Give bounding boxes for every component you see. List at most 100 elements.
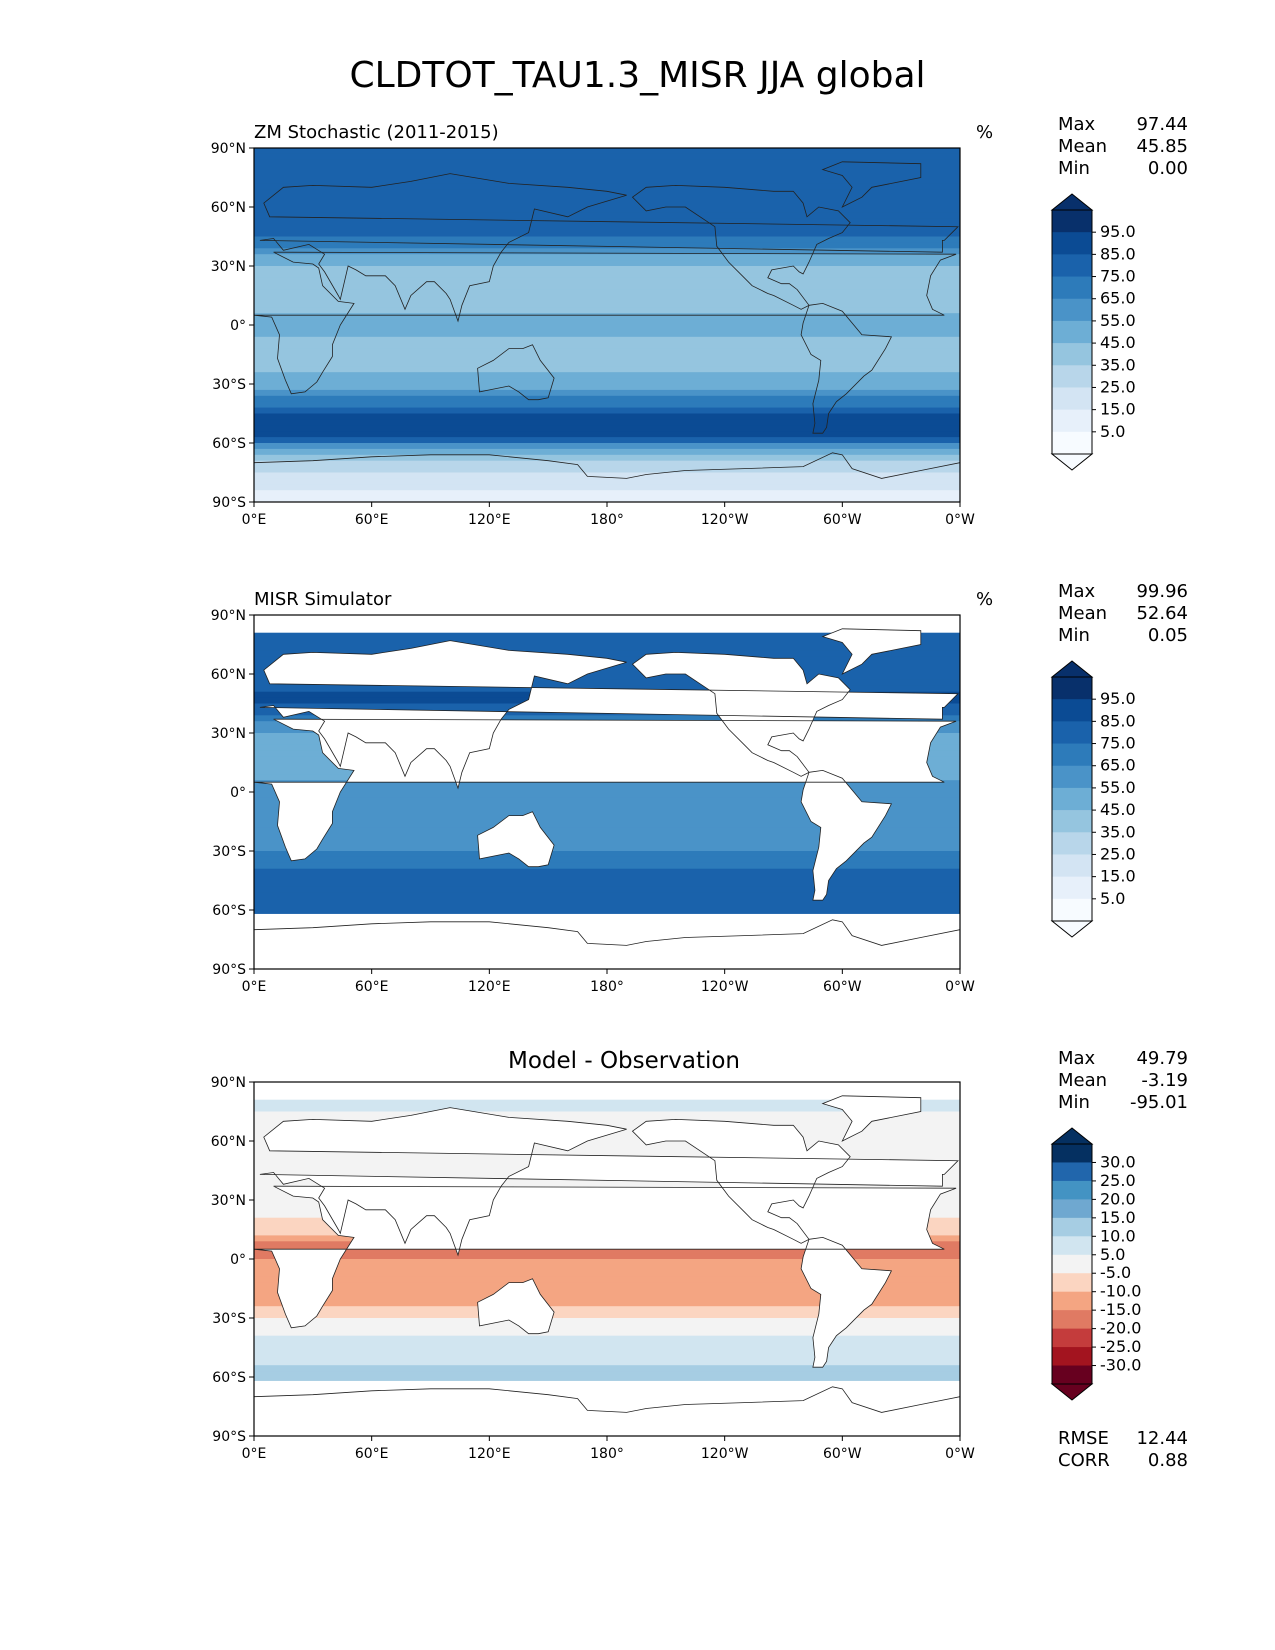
colorbar-label: 65.0 <box>1100 289 1136 308</box>
lat-tick-label: 60°N <box>211 200 246 216</box>
field-band <box>254 1306 960 1313</box>
colorbar-label: 5.0 <box>1100 422 1125 441</box>
colorbar-label: 85.0 <box>1100 244 1136 263</box>
field-band <box>254 389 960 397</box>
lon-tick-label: 60°E <box>355 979 389 995</box>
colorbar-extend-top <box>1050 193 1094 211</box>
map-plot: 90°N 60°N 30°N 0° 30°S 60°S 90°S0°E 60°E 120°E 18… <box>211 608 975 995</box>
panel-stats: Max 97.44 Mean 45.85 Min 0.00 <box>1058 114 1188 180</box>
field-band <box>254 330 960 338</box>
lon-tick-label: 60°W <box>823 1446 862 1462</box>
colorbar-label: 55.0 <box>1100 311 1136 330</box>
field-layer <box>254 148 960 502</box>
field-band <box>254 484 960 491</box>
lat-tick-label: 90°S <box>212 962 246 978</box>
field-band <box>254 644 960 651</box>
colorbar-label: 85.0 <box>1100 711 1136 730</box>
coastline <box>477 1278 555 1335</box>
colorbar-segment <box>1052 787 1092 811</box>
lat-tick-label: 30°N <box>211 1193 246 1209</box>
lat-tick-label: 90°S <box>212 1429 246 1445</box>
field-band <box>254 1135 960 1142</box>
field-band <box>254 242 960 249</box>
field-band <box>254 638 960 646</box>
field-band <box>254 898 960 905</box>
panel-difference: Model - Observation Max 49.79 Mean -3.19 M… <box>0 1048 1275 1496</box>
coastline <box>821 628 922 675</box>
colorbar-segment <box>1052 298 1092 322</box>
field-band <box>254 1329 960 1337</box>
colorbar-segment <box>1052 876 1092 900</box>
stat-value: 45.85 <box>1136 136 1188 157</box>
stat-label: Max <box>1058 1048 1096 1069</box>
field-band <box>254 425 960 432</box>
field-band <box>254 1282 960 1290</box>
colorbar-segment <box>1052 1180 1092 1200</box>
lon-tick-label: 0°W <box>945 979 975 995</box>
coastline <box>259 640 959 790</box>
field-band <box>254 260 960 267</box>
colorbar-segment <box>1052 743 1092 767</box>
colorbar-segment <box>1052 1365 1092 1385</box>
colorbar-segment <box>1052 810 1092 833</box>
lat-tick-label: 30°S <box>212 1311 246 1327</box>
lat-tick-label: 90°N <box>211 1075 246 1091</box>
stat-label: RMSE <box>1058 1428 1109 1449</box>
colorbar-label: 75.0 <box>1100 734 1136 753</box>
stat-label: CORR <box>1058 1450 1110 1471</box>
colorbar-extend-top <box>1050 1127 1094 1145</box>
lon-tick-label: 180° <box>590 1446 624 1462</box>
lon-tick-label: 60°E <box>355 512 389 528</box>
panel-stats: Max 49.79 Mean -3.19 Min -95.01 <box>1058 1048 1188 1114</box>
coastline-antarctica <box>254 452 960 479</box>
land-mask <box>259 1107 958 1256</box>
field-band <box>254 372 960 379</box>
stat-label: Mean <box>1058 136 1108 157</box>
panel-left-title: MISR Simulator <box>254 589 392 610</box>
colorbar-label: -15.0 <box>1100 1300 1141 1319</box>
stat-value: 0.00 <box>1147 158 1188 179</box>
colorbar-label: -25.0 <box>1100 1337 1141 1356</box>
coastline <box>254 1185 957 1329</box>
stat-value: 0.05 <box>1147 625 1188 646</box>
lat-tick-label: 60°S <box>212 1370 246 1386</box>
field-band <box>254 466 960 474</box>
field-band <box>254 1371 960 1378</box>
land-mask <box>632 1119 851 1244</box>
field-band <box>254 1323 960 1331</box>
colorbar-segment <box>1052 365 1092 388</box>
colorbar-segment <box>1052 1310 1092 1330</box>
land-mask <box>477 1278 555 1334</box>
field-band <box>254 1341 960 1349</box>
colorbar-label: -5.0 <box>1100 1263 1131 1282</box>
coastline <box>631 184 851 310</box>
colorbar-label: 5.0 <box>1100 889 1125 908</box>
field-band <box>254 1276 960 1284</box>
field-band <box>254 868 960 876</box>
colorbar-label: 5.0 <box>1100 1245 1125 1264</box>
field-band <box>254 472 960 479</box>
field-band <box>254 803 960 811</box>
colorbar-segment <box>1052 721 1092 745</box>
colorbar-frame <box>1051 209 1093 455</box>
field-band <box>254 1318 960 1325</box>
panel-units: % <box>976 589 994 610</box>
colorbar-segment <box>1052 320 1092 344</box>
colorbar-segment <box>1052 699 1092 722</box>
lon-tick-label: 120°E <box>468 1446 511 1462</box>
land-mask <box>259 640 958 789</box>
field-band <box>254 668 960 675</box>
colorbar-label: -30.0 <box>1100 1356 1141 1375</box>
lat-tick-label: 60°S <box>212 903 246 919</box>
field-band <box>254 201 960 208</box>
field-band <box>254 1099 960 1107</box>
land-mask <box>801 770 892 901</box>
lat-tick-label: 0° <box>230 785 246 801</box>
field-band <box>254 401 960 409</box>
colorbar-segment <box>1052 1217 1092 1237</box>
field-band <box>254 815 960 823</box>
field-band <box>254 1146 960 1154</box>
field-band <box>254 874 960 882</box>
colorbar-segment <box>1052 765 1092 789</box>
field-band <box>254 277 960 285</box>
